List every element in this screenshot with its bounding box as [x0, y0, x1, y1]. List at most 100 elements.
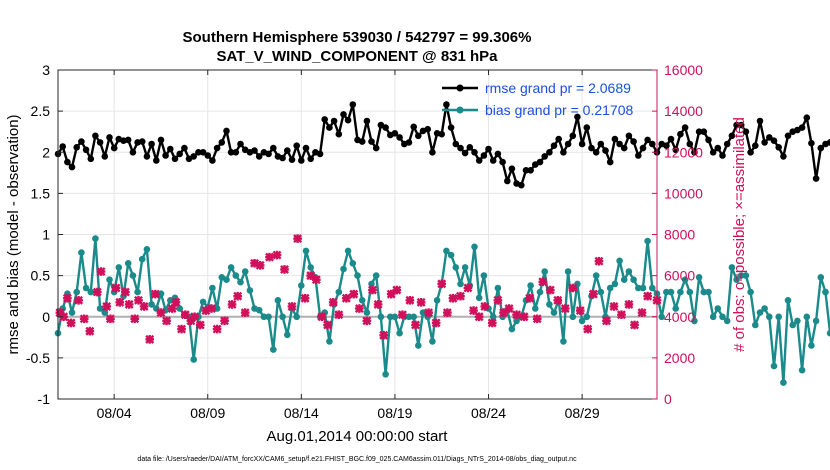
rmse-point [443, 101, 450, 108]
bias-point [709, 313, 717, 321]
rmse-point [452, 140, 460, 148]
rmse-point [438, 130, 446, 138]
rmse-point [466, 144, 474, 151]
obs-count-marker [190, 312, 200, 322]
chart-subtitle: SAT_V_WIND_COMPONENT @ 831 hPa [216, 48, 498, 65]
rmse-point [560, 149, 567, 156]
rmse-point [68, 163, 76, 171]
bias-point [223, 276, 230, 284]
rmse-point [480, 152, 488, 159]
bias-point [260, 313, 268, 321]
rmse-point [368, 138, 375, 145]
obs-count-marker [111, 283, 121, 293]
y-left-tick-label: 0 [42, 309, 50, 325]
obs-count-marker [525, 293, 535, 303]
rmse-point [326, 124, 333, 131]
bias-point [372, 272, 380, 279]
obs-count-marker [79, 314, 89, 324]
obs-count-marker [102, 302, 112, 311]
rmse-point [583, 124, 591, 131]
rmse-point [340, 111, 347, 118]
bias-point [639, 284, 647, 292]
rmse-point [110, 144, 118, 152]
data-file-footnote: data file: /Users/raeder/DAI/ATM_forcXX/… [137, 456, 577, 463]
bias-point [391, 313, 399, 321]
bias-point [583, 313, 591, 321]
obs-count-marker [609, 302, 619, 311]
y-left-tick-label: 1 [42, 227, 50, 243]
bias-point [597, 288, 605, 296]
bias-point [143, 246, 151, 253]
rmse-point [527, 167, 534, 174]
rmse-point [410, 123, 418, 131]
bias-point [578, 317, 586, 325]
bias-point [209, 284, 216, 292]
bias-point [335, 288, 343, 296]
rmse-point [153, 157, 160, 164]
bias-point [419, 309, 427, 316]
bias-point [649, 284, 656, 292]
rmse-point [578, 140, 586, 148]
bias-point [560, 338, 567, 345]
obs-count-marker [139, 302, 149, 311]
rmse-point [728, 132, 736, 140]
bias-point [630, 276, 637, 284]
bias-point [115, 264, 123, 271]
rmse-point [569, 132, 577, 140]
rmse-point [695, 128, 703, 135]
bias-point [382, 371, 389, 378]
rmse-point [195, 149, 202, 156]
rmse-point [218, 139, 226, 146]
obs-count-marker [272, 250, 282, 260]
bias-point [457, 280, 464, 288]
obs-count-marker [287, 302, 297, 311]
rmse-point [780, 153, 787, 160]
bias-point [129, 272, 137, 279]
bias-point [274, 297, 282, 304]
bias-point [326, 338, 333, 345]
bias-point [752, 321, 759, 329]
bias-point [270, 346, 277, 353]
rmse-point [550, 142, 558, 149]
rmse-point [302, 144, 310, 152]
rmse-point [429, 149, 436, 156]
obs-count-marker [105, 314, 115, 324]
obs-count-marker [616, 310, 626, 320]
obs-count-marker [512, 310, 522, 320]
rmse-point [644, 136, 651, 144]
bias-point [766, 313, 773, 321]
obs-count-marker [643, 291, 653, 301]
y-right-tick-label: 8000 [664, 227, 695, 243]
rmse-point [288, 156, 296, 163]
rmse-point [59, 143, 66, 150]
obs-count-marker [424, 308, 434, 318]
bias-point [616, 257, 623, 265]
bias-point [808, 342, 815, 349]
bias-point [812, 317, 820, 325]
rmse-point [663, 142, 670, 149]
rmse-point [536, 158, 544, 166]
chart-title: Southern Hemisphere 539030 / 542797 = 99… [183, 29, 532, 46]
rmse-point [461, 149, 469, 157]
bias-point [443, 247, 450, 255]
obs-count-marker [480, 302, 490, 311]
obs-count-marker [437, 279, 447, 289]
bias-point [564, 268, 572, 275]
rmse-point [766, 134, 773, 141]
rmse-point [667, 135, 675, 143]
bias-point [635, 284, 642, 292]
bias-point [747, 288, 754, 296]
rmse-point [681, 124, 689, 131]
rmse-point [316, 150, 324, 158]
rmse-point [232, 149, 240, 156]
x-tick-label: 08/19 [377, 405, 412, 421]
rmse-point [504, 177, 511, 185]
obs-count-marker [624, 299, 634, 309]
y-left-tick-label: 2.5 [31, 103, 51, 119]
x-tick-label: 08/09 [190, 405, 225, 421]
axes: 08/04 08/09 08/14 08/19 08/24 08/2932.521.510… [26, 62, 703, 421]
rmse-point [564, 140, 572, 148]
rmse-point [396, 134, 403, 141]
bias-point [611, 280, 619, 288]
bias-point [148, 301, 155, 308]
